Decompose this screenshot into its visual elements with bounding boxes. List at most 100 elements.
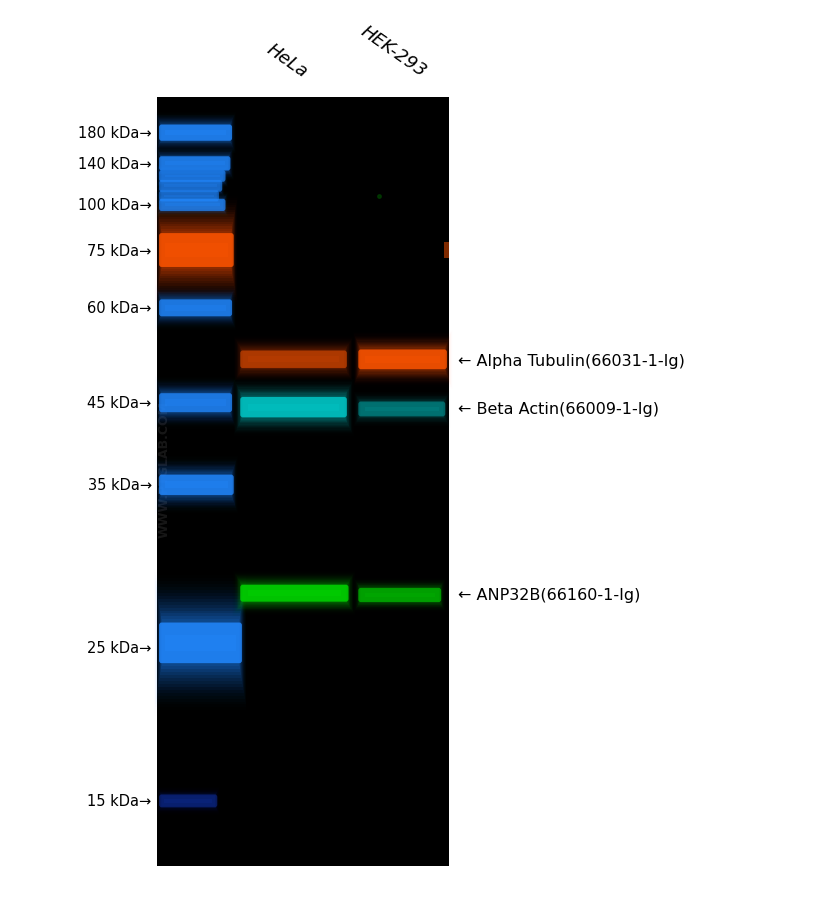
Bar: [156, 587, 244, 699]
Bar: [237, 387, 350, 428]
Bar: [165, 162, 224, 166]
Bar: [239, 391, 347, 425]
Bar: [165, 175, 219, 179]
Bar: [157, 208, 235, 293]
Bar: [157, 116, 233, 151]
Bar: [247, 591, 341, 596]
Bar: [156, 115, 234, 152]
Bar: [160, 390, 231, 417]
Bar: [157, 787, 219, 815]
Bar: [161, 191, 217, 201]
Bar: [239, 581, 349, 606]
Bar: [160, 471, 233, 501]
Bar: [360, 349, 445, 371]
Bar: [156, 147, 233, 181]
Bar: [234, 337, 352, 382]
FancyBboxPatch shape: [159, 191, 219, 202]
Bar: [233, 336, 354, 384]
Bar: [161, 617, 240, 669]
Bar: [154, 109, 237, 158]
Bar: [157, 195, 227, 217]
Bar: [154, 283, 237, 334]
Bar: [156, 165, 229, 189]
Bar: [354, 393, 449, 426]
Bar: [161, 393, 229, 413]
Bar: [160, 794, 216, 808]
Bar: [360, 348, 445, 372]
Bar: [152, 564, 248, 723]
FancyBboxPatch shape: [159, 199, 225, 212]
Bar: [156, 460, 236, 511]
Bar: [156, 193, 229, 218]
Bar: [358, 400, 445, 419]
Bar: [161, 232, 231, 270]
Bar: [237, 343, 350, 377]
Bar: [235, 382, 351, 432]
Bar: [242, 397, 345, 419]
Bar: [357, 399, 446, 420]
Bar: [352, 391, 450, 428]
Bar: [159, 120, 232, 147]
Bar: [444, 243, 449, 259]
Bar: [239, 345, 347, 374]
Bar: [357, 584, 441, 606]
Bar: [161, 475, 231, 495]
FancyBboxPatch shape: [358, 402, 445, 417]
Bar: [158, 293, 233, 324]
Bar: [161, 474, 232, 496]
Bar: [355, 395, 447, 424]
Bar: [161, 182, 219, 191]
Bar: [240, 393, 346, 422]
Bar: [157, 290, 233, 327]
Bar: [355, 340, 449, 380]
Text: HeLa: HeLa: [263, 41, 310, 81]
Bar: [358, 585, 441, 605]
Bar: [161, 391, 230, 415]
Bar: [161, 173, 223, 180]
Bar: [238, 578, 351, 609]
Bar: [232, 377, 355, 438]
Bar: [232, 375, 355, 440]
Bar: [154, 190, 230, 221]
Bar: [154, 573, 247, 713]
Bar: [157, 596, 243, 690]
Bar: [156, 185, 222, 208]
Bar: [158, 168, 227, 186]
Bar: [156, 584, 245, 702]
FancyBboxPatch shape: [240, 351, 346, 369]
Bar: [233, 336, 353, 383]
Bar: [154, 373, 237, 434]
Bar: [158, 152, 231, 177]
Bar: [241, 394, 346, 421]
Bar: [160, 154, 229, 174]
Bar: [165, 131, 226, 136]
Bar: [156, 198, 237, 303]
Bar: [158, 789, 218, 813]
Bar: [355, 336, 450, 383]
Bar: [238, 345, 348, 375]
Bar: [159, 294, 232, 323]
Bar: [161, 182, 219, 190]
Bar: [155, 579, 246, 707]
Bar: [238, 579, 350, 608]
Bar: [161, 172, 223, 181]
Bar: [154, 145, 235, 183]
Bar: [351, 328, 454, 391]
Bar: [159, 603, 242, 684]
Bar: [159, 179, 222, 194]
Bar: [231, 374, 355, 441]
Bar: [154, 144, 235, 184]
FancyBboxPatch shape: [240, 398, 346, 418]
Bar: [157, 195, 227, 216]
Bar: [359, 586, 440, 604]
Bar: [234, 381, 352, 435]
Bar: [158, 385, 233, 421]
Bar: [156, 203, 236, 298]
Bar: [359, 400, 444, 419]
Bar: [242, 351, 345, 369]
Bar: [156, 787, 219, 816]
Bar: [360, 590, 438, 602]
Bar: [161, 796, 215, 806]
Bar: [159, 190, 219, 203]
FancyBboxPatch shape: [159, 300, 232, 317]
